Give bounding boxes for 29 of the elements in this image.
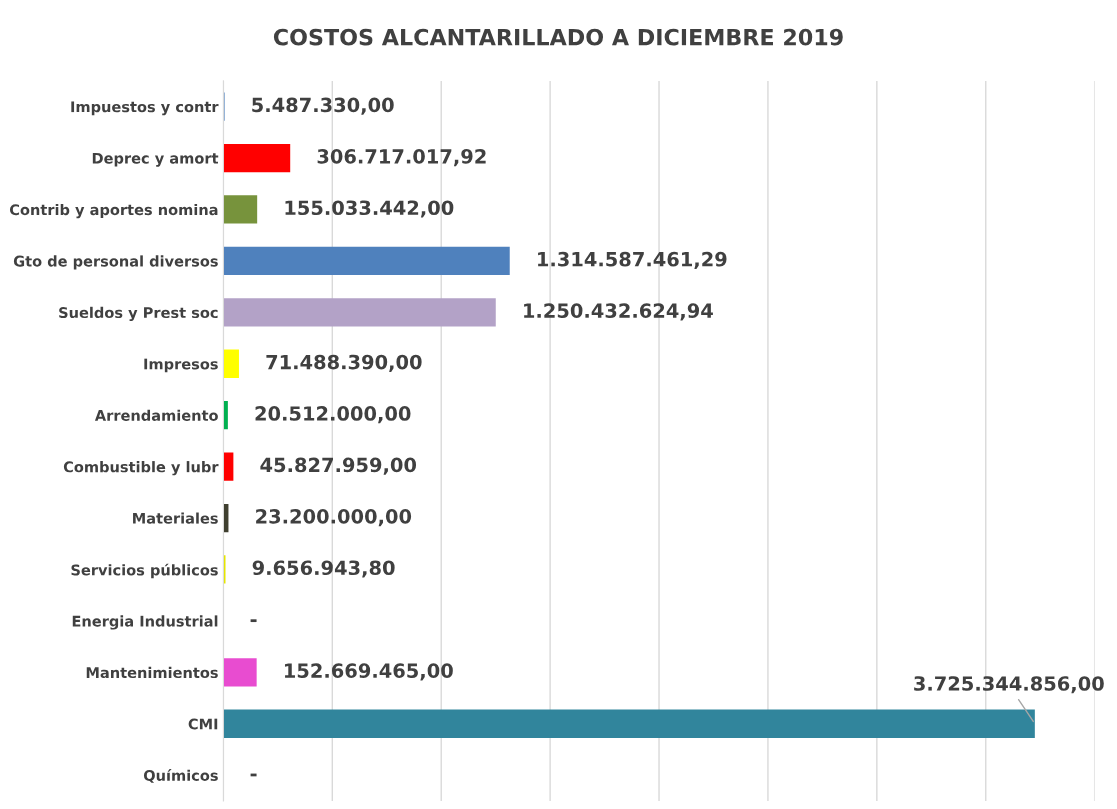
y-tick-label: Sueldos y Prest soc <box>59 306 218 322</box>
data-label: 3.725.344.856,00 <box>914 676 1104 694</box>
data-label: 71.488.390,00 <box>266 354 422 372</box>
y-tick-label: Contrib y aportes nomina <box>9 203 218 219</box>
data-label: 23.200.000,00 <box>256 508 412 527</box>
data-label: 45.827.959,00 <box>260 457 417 475</box>
y-tick-label: Materiales <box>133 512 218 524</box>
y-tick-label: Impresos <box>144 358 218 373</box>
data-label: 1.250.432.624,94 <box>524 303 713 321</box>
data-label: 152.669.465,00 <box>284 663 453 681</box>
y-tick-label: Impuestos y contr <box>71 101 219 116</box>
y-tick-label: Combustible y lubr <box>63 461 219 476</box>
y-tick-label: Gto de personal diversos <box>13 255 218 270</box>
y-tick-label: Servicios públicos <box>71 563 218 579</box>
data-label: 155.033.442,00 <box>285 200 454 218</box>
data-label: 306.717.017,92 <box>317 148 486 167</box>
data-label: - <box>250 619 257 623</box>
data-label: - <box>250 773 257 777</box>
data-label: 1.314.587.461,29 <box>538 251 727 270</box>
y-tick-label: Deprec y amort <box>92 152 219 167</box>
data-label: 9.656.943,80 <box>252 560 395 578</box>
y-tick-label: CMI <box>188 718 218 730</box>
y-tick-label: Mantenimientos <box>86 666 218 679</box>
y-tick-label: Químicos <box>143 769 218 783</box>
data-label: 20.512.000,00 <box>255 406 411 424</box>
y-tick-label: Energia Industrial <box>72 615 218 630</box>
chart-title: COSTOS ALCANTARILLADO A DICIEMBRE 2019 <box>273 28 843 46</box>
y-tick-label: Arrendamiento <box>94 409 218 421</box>
data-label: 5.487.330,00 <box>252 97 394 115</box>
